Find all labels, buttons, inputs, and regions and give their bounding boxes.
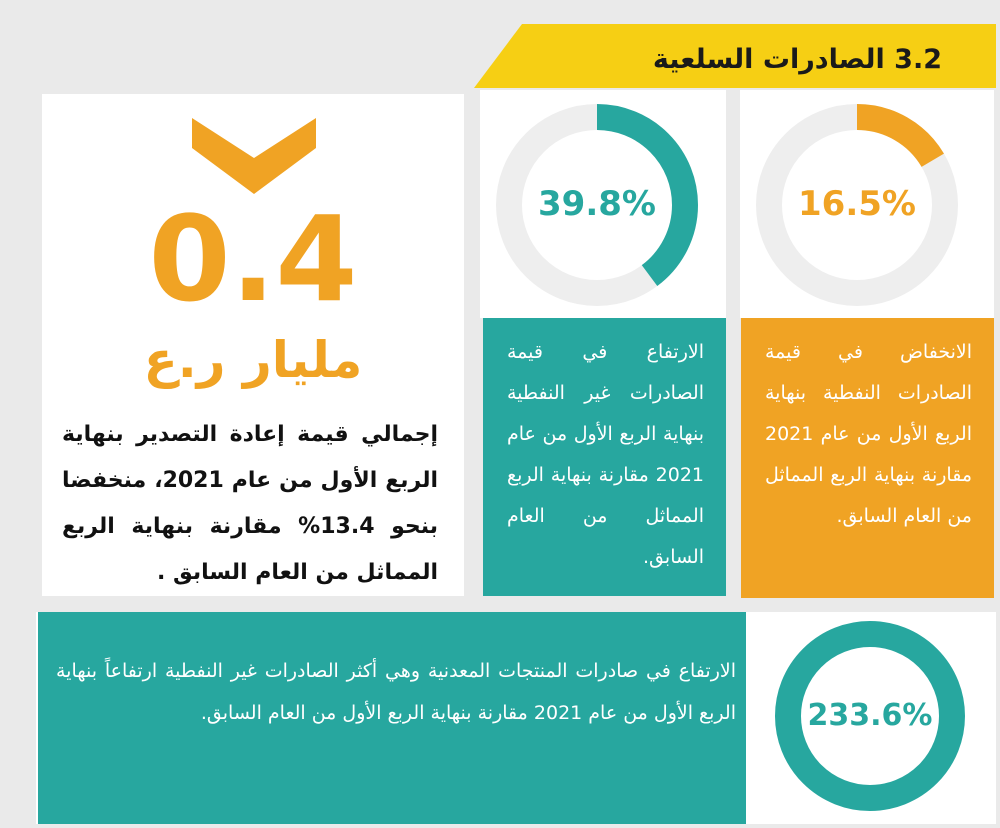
non-oil-chart-panel: 39.8% <box>480 90 726 318</box>
minerals-ring-fill <box>775 621 965 811</box>
minerals-ring <box>775 621 965 811</box>
oil-percent: 16.5% <box>798 184 916 224</box>
oil-ring-chart <box>756 104 958 306</box>
minerals-percent: 233.6% <box>807 698 933 733</box>
section-title: 3.2 الصادرات السلعية <box>652 44 942 75</box>
oil-ring-fill <box>756 104 958 306</box>
section-banner <box>474 24 996 88</box>
chevron-down-icon <box>192 118 316 194</box>
minerals-description-panel: الارتفاع في صادرات المنتجات المعدنية وهي… <box>38 612 746 824</box>
reexport-unit: مليار ر.ع <box>143 331 363 389</box>
non-oil-description-panel: الارتفاع في قيمة الصادرات غير النفطية بن… <box>483 318 726 596</box>
reexport-value: 0.4 <box>148 190 358 328</box>
oil-description: الانخفاض في قيمة الصادرات النفطية بنهاية… <box>765 341 972 527</box>
minerals-description: الارتفاع في صادرات المنتجات المعدنية وهي… <box>56 660 736 724</box>
oil-chart-panel: 16.5% <box>740 90 994 318</box>
non-oil-description: الارتفاع في قيمة الصادرات غير النفطية بن… <box>507 341 704 568</box>
oil-description-panel: الانخفاض في قيمة الصادرات النفطية بنهاية… <box>741 318 994 598</box>
reexport-panel: 0.4 مليار ر.ع إجمالي قيمة إعادة التصدير … <box>42 94 464 596</box>
non-oil-ring-fill <box>496 104 698 306</box>
reexport-description: إجمالي قيمة إعادة التصدير بنهاية الربع ا… <box>62 422 438 585</box>
non-oil-percent: 39.8% <box>538 184 656 224</box>
non-oil-ring-chart <box>496 104 698 306</box>
